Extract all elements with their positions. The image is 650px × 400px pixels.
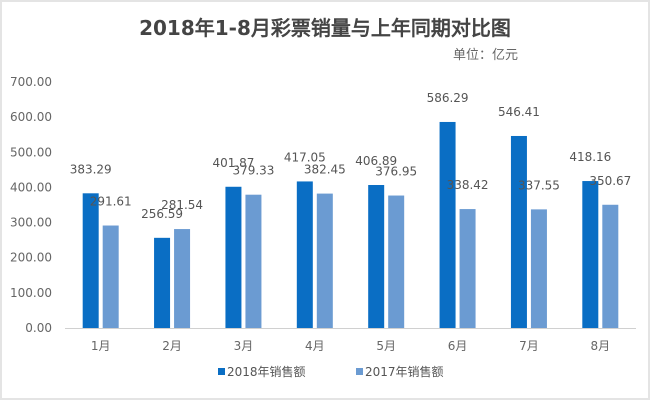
chart-title: 2018年1-8月彩票销量与上年同期对比图 [139,16,511,40]
x-tick-label: 7月 [519,339,539,353]
bar-2018 [82,193,99,328]
bar-2017 [245,194,262,328]
data-label: 383.29 [70,162,112,176]
bar-2018 [439,121,456,329]
data-label: 401.87 [212,156,254,170]
bar-2017 [602,204,619,328]
y-tick-label: 300.00 [10,216,52,230]
bar-2017 [388,195,405,328]
data-label: 281.54 [161,198,203,212]
data-label: 291.61 [90,195,132,209]
x-tick-label: 8月 [590,339,610,353]
y-tick-label: 600.00 [10,110,52,124]
bar-2018 [510,135,527,328]
y-tick-label: 0.00 [25,321,52,335]
x-tick-label: 1月 [91,339,111,353]
data-label: 418.16 [569,150,611,164]
bar-2017 [459,209,476,328]
y-tick-label: 100.00 [10,286,52,300]
bar-2018 [368,185,385,328]
data-label: 382.45 [304,163,346,177]
bar-2017 [316,193,333,328]
data-label: 417.05 [284,150,326,164]
x-tick-label: 6月 [448,339,468,353]
data-label: 350.67 [589,174,631,188]
bar-2018 [582,181,599,328]
bar-2018 [154,237,171,328]
bar-2017 [174,229,191,328]
data-label: 379.33 [232,164,274,178]
y-tick-label: 500.00 [10,145,52,159]
bar-2018 [225,186,242,328]
data-label: 586.29 [427,91,469,105]
y-tick-label: 200.00 [10,251,52,265]
data-label: 338.42 [447,178,489,192]
x-tick-label: 3月 [234,339,254,353]
x-tick-label: 5月 [376,339,396,353]
data-label: 546.41 [498,105,540,119]
data-label: 406.89 [355,154,397,168]
bar-2018 [296,181,313,328]
legend-label: 2018年销售额 [227,364,306,379]
data-label: 337.55 [518,178,560,192]
legend-swatch [218,368,225,375]
y-tick-label: 700.00 [10,75,52,89]
legend-label: 2017年销售额 [365,364,444,379]
legend-swatch [356,368,363,375]
bar-2017 [530,209,547,328]
y-tick-label: 400.00 [10,180,52,194]
data-label: 256.59 [141,207,183,221]
data-label: 376.95 [375,165,417,179]
chart-subtitle-unit: 单位：亿元 [452,48,518,63]
bar-2017 [102,225,119,328]
x-tick-label: 4月 [305,339,325,353]
x-tick-label: 2月 [162,339,182,353]
